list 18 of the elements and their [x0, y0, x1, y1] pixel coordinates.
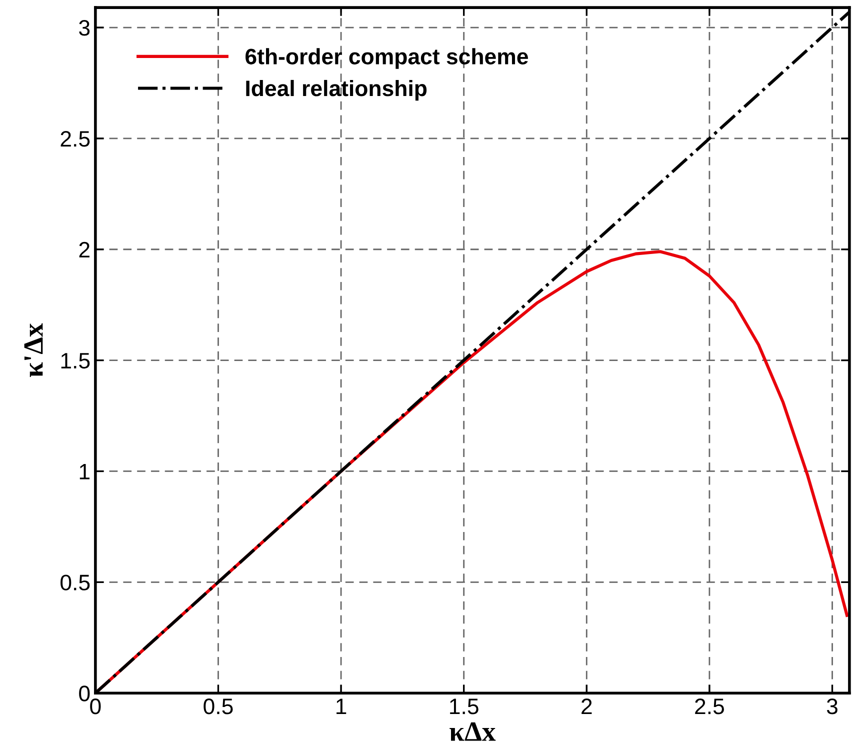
y-tick-label: 0.5 [60, 574, 90, 590]
legend-label: 6th-order compact scheme [246, 48, 528, 69]
x-tick-label: 3 [826, 698, 838, 714]
x-tick-label: 2.5 [695, 698, 724, 714]
x-tick-label: 1 [336, 698, 346, 714]
y-tick-label: 1 [80, 464, 90, 480]
x-tick-label: 0.5 [204, 698, 233, 714]
y-axis-title: κ'Δx [24, 323, 43, 378]
x-tick-label: 2 [582, 698, 592, 714]
y-tick-label: 2.5 [60, 130, 90, 147]
legend-label: Ideal relationship [246, 80, 427, 101]
x-axis-title: κΔx [450, 722, 496, 741]
y-tick-label: 2 [79, 242, 90, 258]
y-tick-label: 0 [79, 686, 90, 702]
y-tick-label: 3 [79, 20, 90, 36]
x-tick-label: 0 [90, 698, 101, 714]
y-tick-label: 1.5 [61, 353, 90, 369]
x-tick-label: 1.5 [450, 698, 478, 714]
